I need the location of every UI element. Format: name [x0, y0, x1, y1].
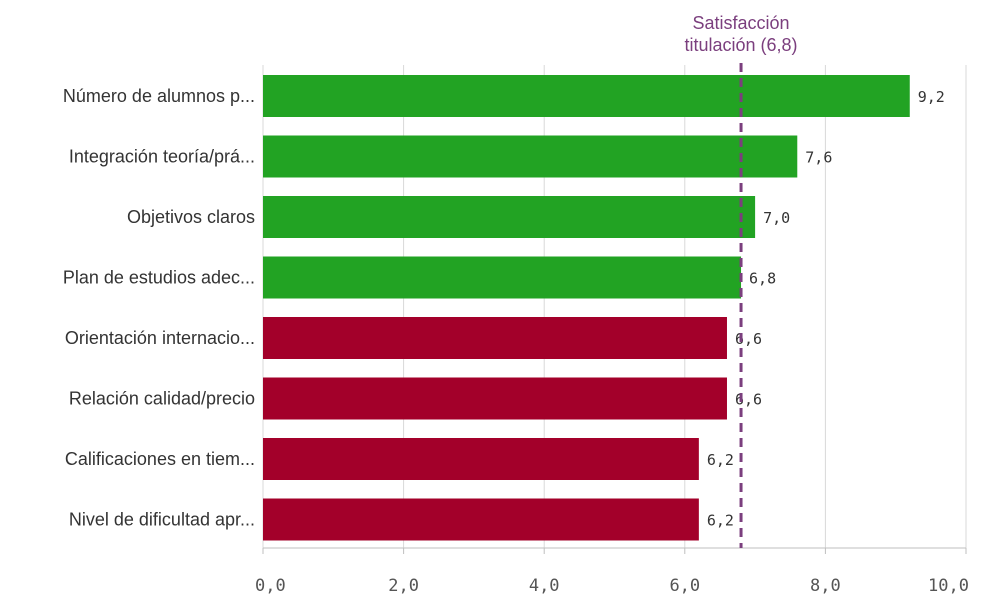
value-label: 6,2 — [707, 451, 734, 469]
category-label: Nivel de dificultad apr... — [69, 510, 255, 530]
value-label: 6,8 — [749, 270, 776, 288]
value-label: 7,6 — [805, 149, 832, 167]
category-label: Integración teoría/prá... — [69, 147, 255, 167]
x-tick-label: 2,0 — [388, 576, 419, 596]
value-label: 9,2 — [918, 88, 945, 106]
bar[interactable] — [263, 135, 798, 178]
category-label: Número de alumnos p... — [63, 86, 255, 106]
x-tick-label: 6,0 — [669, 576, 700, 596]
category-label: Objetivos claros — [127, 207, 255, 227]
category-label: Orientación internacio... — [65, 328, 255, 348]
category-label: Relación calidad/precio — [69, 389, 255, 409]
category-labels: Número de alumnos p... Integración teoría… — [63, 86, 255, 530]
value-label: 6,6 — [735, 330, 762, 348]
bar[interactable] — [263, 438, 699, 480]
x-tick-label: 4,0 — [529, 576, 560, 596]
category-label: Calificaciones en tiem... — [65, 449, 255, 469]
x-tick-label: 8,0 — [810, 576, 841, 596]
bar[interactable] — [263, 498, 699, 541]
bar[interactable] — [263, 317, 727, 359]
value-label: 6,6 — [735, 391, 762, 409]
bar[interactable] — [263, 75, 910, 117]
category-label: Plan de estudios adec... — [63, 268, 255, 288]
bar[interactable] — [263, 196, 756, 238]
bars — [263, 75, 910, 541]
value-labels: 9,2 7,6 7,0 6,8 6,6 6,6 6,2 6,2 — [707, 88, 945, 530]
x-tick-label: 10,0 — [928, 576, 969, 596]
x-axis: 0,0 2,0 4,0 6,0 8,0 10,0 — [255, 547, 969, 596]
reference-line-label: Satisfacción — [693, 13, 790, 33]
bar[interactable] — [263, 256, 742, 299]
value-label: 7,0 — [763, 209, 790, 227]
value-label: 6,2 — [707, 512, 734, 530]
reference-line-label: titulación (6,8) — [685, 35, 798, 55]
x-tick-label: 0,0 — [255, 576, 286, 596]
bar[interactable] — [263, 377, 727, 420]
